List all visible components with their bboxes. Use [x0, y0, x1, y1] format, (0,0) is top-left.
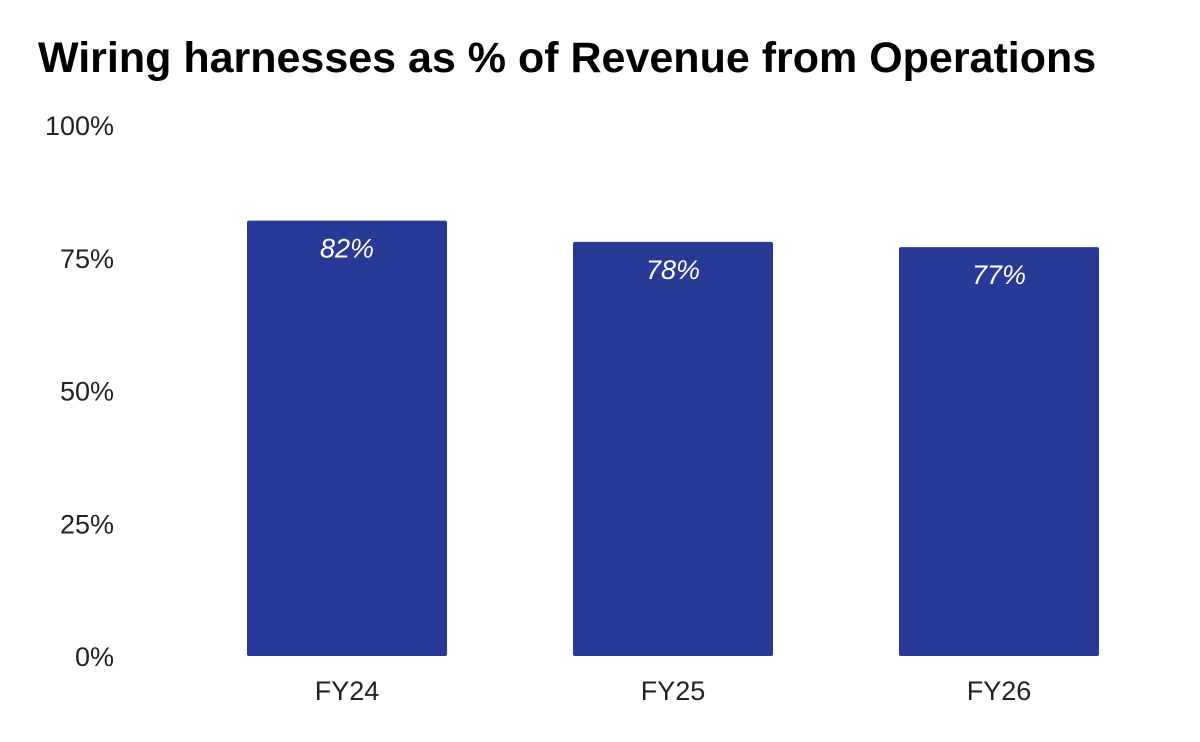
x-tick-label: FY26 — [967, 676, 1032, 706]
bar-data-labels: 82% 78% 77% — [320, 234, 1026, 291]
y-tick-label: 100% — [45, 111, 114, 141]
y-tick-label: 25% — [60, 509, 114, 539]
y-axis-ticks: 0% 25% 50% 75% 100% — [45, 111, 114, 672]
x-tick-label: FY25 — [641, 676, 706, 706]
bar — [899, 247, 1099, 656]
bars — [247, 220, 1099, 656]
chart-title: Wiring harnesses as % of Revenue from Op… — [38, 34, 1097, 82]
x-axis-ticks: FY24 FY25 FY26 — [315, 676, 1032, 706]
bar — [573, 241, 773, 656]
y-tick-label: 75% — [60, 244, 114, 274]
bar-data-label: 77% — [972, 260, 1026, 290]
bar-data-label: 78% — [646, 255, 700, 285]
bar — [247, 220, 447, 656]
y-tick-label: 50% — [60, 377, 114, 407]
bar-data-label: 82% — [320, 234, 374, 264]
y-tick-label: 0% — [75, 642, 114, 672]
x-tick-label: FY24 — [315, 676, 380, 706]
